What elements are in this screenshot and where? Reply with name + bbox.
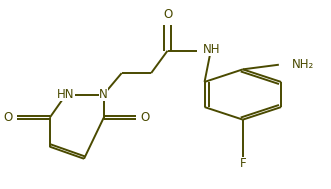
Text: NH: NH — [203, 43, 220, 56]
Text: O: O — [140, 111, 150, 124]
Text: HN: HN — [57, 88, 75, 101]
Text: O: O — [163, 8, 172, 21]
Text: N: N — [99, 88, 108, 101]
Text: NH₂: NH₂ — [292, 58, 314, 71]
Text: O: O — [4, 111, 13, 124]
Text: F: F — [240, 157, 246, 170]
